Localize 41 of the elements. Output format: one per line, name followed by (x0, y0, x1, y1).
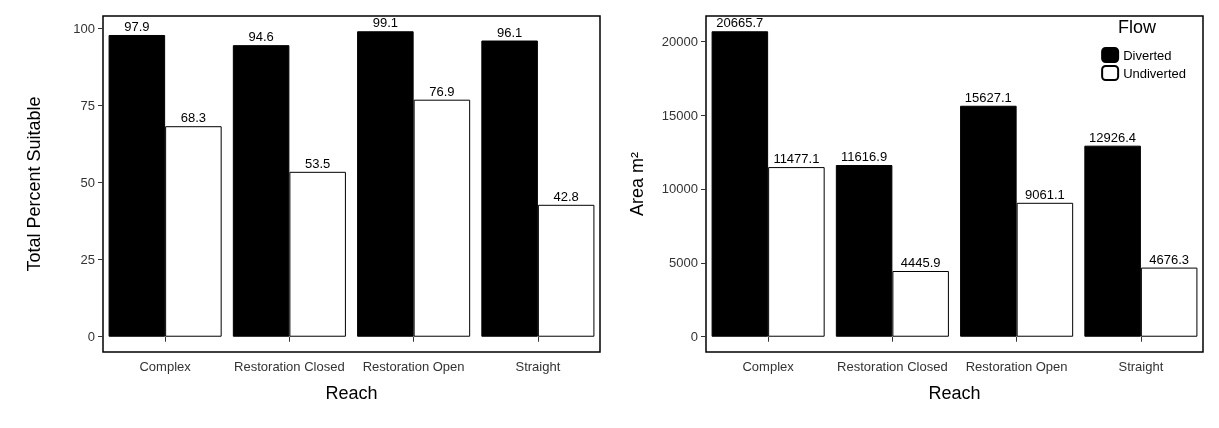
y-tick-label: 0 (690, 329, 698, 345)
data-label: 11477.1 (773, 151, 820, 167)
legend-title: Flow (1118, 17, 1157, 37)
data-label: 15627.1 (964, 89, 1012, 105)
data-label: 20665.7 (716, 15, 764, 31)
x-axis-title: Reach (325, 383, 378, 403)
x-tick-label: Complex (139, 359, 192, 374)
x-axis-title: Reach (928, 383, 981, 403)
y-tick-label: 5000 (669, 255, 698, 271)
x-tick-label: Complex (742, 359, 795, 374)
x-tick-label: Restoration Closed (837, 359, 948, 374)
y-tick-label: 10000 (661, 181, 698, 197)
y-tick-label: 25 (80, 252, 95, 268)
x-tick-label: Straight (1118, 359, 1164, 374)
data-label: 9061.1 (1025, 186, 1065, 202)
data-label: 11616.9 (841, 149, 888, 165)
data-label: 4445.9 (900, 255, 941, 271)
data-label: 76.9 (429, 83, 455, 99)
y-tick-label: 0 (87, 329, 95, 345)
data-label: 12926.4 (1089, 129, 1137, 145)
data-label: 94.6 (248, 29, 274, 45)
data-label: 68.3 (180, 110, 207, 126)
data-label: 53.5 (304, 155, 331, 171)
y-axis-title: Total Percent Suitable (24, 96, 44, 272)
y-tick-label: 50 (80, 175, 95, 191)
data-label: 99.1 (372, 15, 399, 31)
legend-label: Undiverted (1123, 65, 1187, 81)
y-tick-label: 75 (80, 98, 95, 114)
data-label: 42.8 (553, 188, 579, 204)
y-tick-label: 100 (73, 21, 95, 36)
x-tick-label: Restoration Open (965, 359, 1068, 374)
data-label: 97.9 (124, 18, 150, 34)
y-tick-label: 20000 (661, 33, 698, 49)
x-tick-label: Restoration Open (362, 359, 465, 374)
legend-label: Diverted (1123, 47, 1172, 63)
data-label: 96.1 (496, 24, 523, 40)
x-tick-label: Restoration Closed (234, 359, 345, 374)
x-tick-label: Straight (515, 359, 561, 374)
data-label: 4676.3 (1149, 251, 1190, 267)
y-axis-title: Area m² (627, 151, 647, 217)
y-tick-label: 15000 (661, 107, 698, 123)
